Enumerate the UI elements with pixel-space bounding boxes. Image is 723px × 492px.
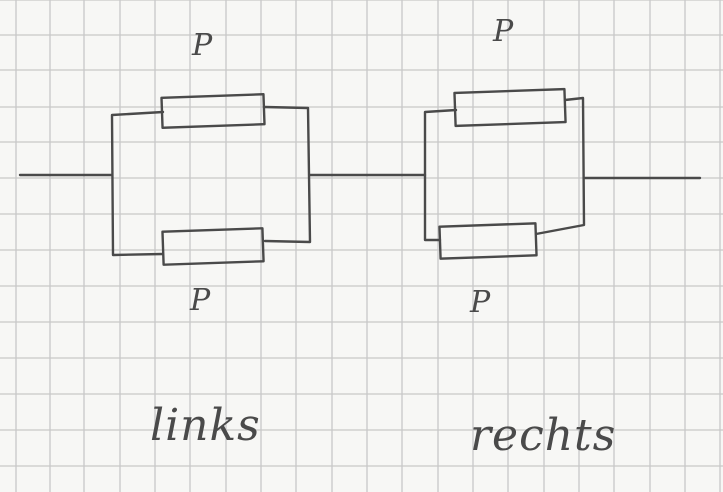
left-caption: links xyxy=(150,400,261,451)
right-caption: rechts xyxy=(470,410,617,461)
left-top-resistor-label: P xyxy=(192,28,213,63)
right-bottom-resistor-label: P xyxy=(470,285,491,320)
right-top-resistor-label: P xyxy=(493,14,514,49)
left-top-resistor xyxy=(160,93,266,129)
left-bottom-resistor-label: P xyxy=(190,283,211,318)
left-bottom-resistor xyxy=(161,227,265,266)
right-bottom-resistor xyxy=(438,222,538,260)
left-parallel-frame xyxy=(110,105,312,257)
right-parallel-frame xyxy=(423,96,586,242)
right-top-resistor xyxy=(453,87,567,128)
